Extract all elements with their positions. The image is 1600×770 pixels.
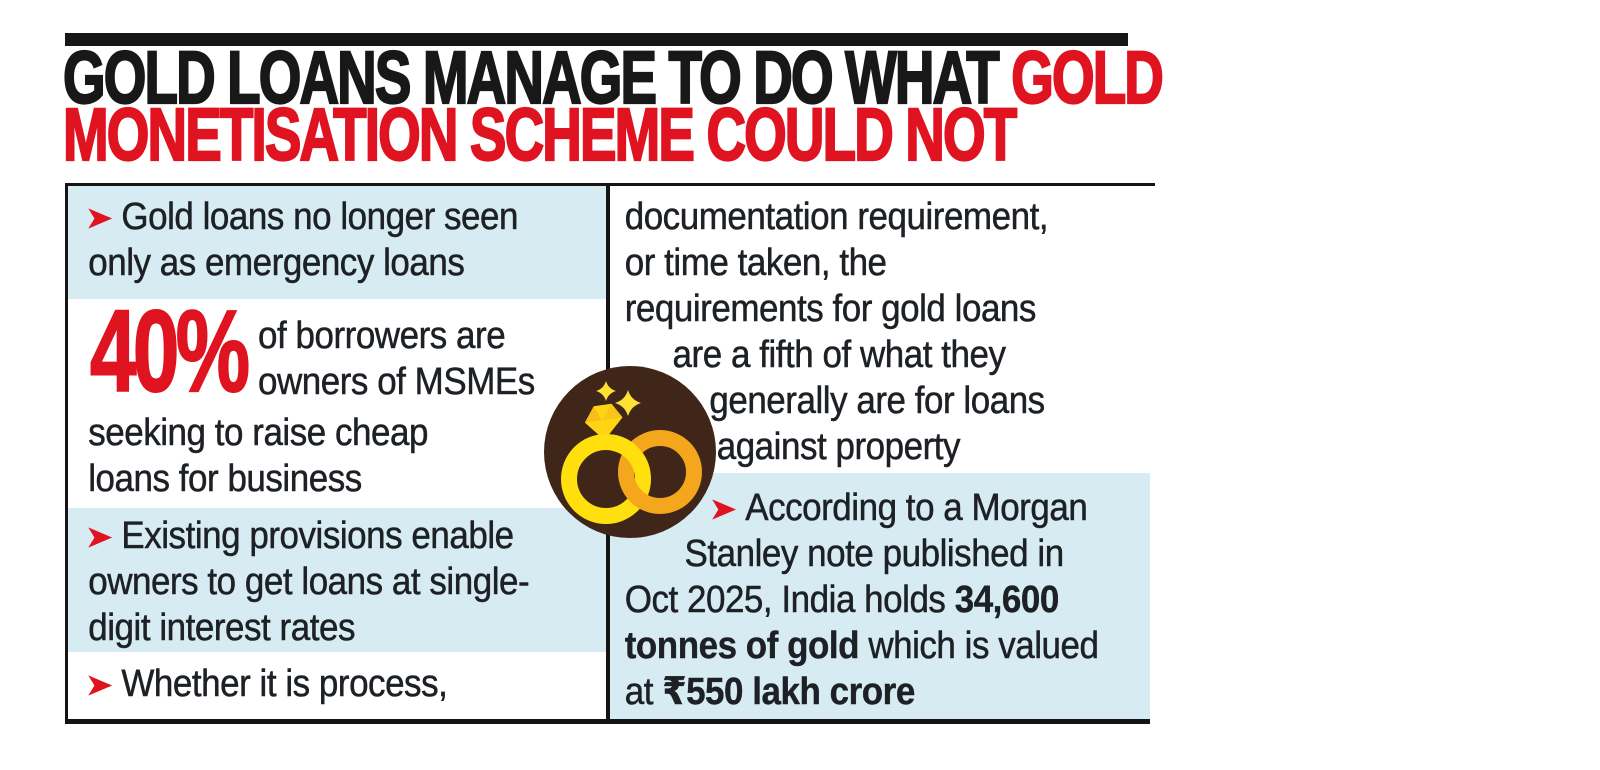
- bullet-2-line-1: Existing provisions enable: [88, 513, 563, 559]
- bullet-4-panel: According to a Morgan Stanley note publi…: [610, 473, 1150, 719]
- headline-text-black: GOLD LOANS MANAGE TO DO WHAT: [62, 36, 1012, 119]
- bullet-4-line-1: According to a Morgan: [712, 485, 1107, 531]
- bullet-4-line-5: at ₹550 lakh crore: [624, 669, 1107, 715]
- bullet-arrow-icon: [88, 208, 113, 229]
- stat-below-text: seeking to raise cheap loans for busines…: [68, 405, 563, 502]
- bullet-4-line-4: tonnes of gold which is valued: [625, 623, 1107, 669]
- bullet-4-line-3: Oct 2025, India holds 34,600: [624, 577, 1107, 623]
- stat-row: 40% of borrowers are owners of MSMEs: [68, 286, 606, 416]
- stat-side-text: of borrowers are owners of MSMEs: [258, 303, 536, 405]
- stat-below-line-2: loans for business: [88, 458, 362, 501]
- box-top-border: [65, 183, 1155, 186]
- bullet-2-text: Existing provisions enable: [121, 515, 514, 558]
- continuation-line-5: generally are for loans: [709, 380, 1045, 423]
- headline-line2-text: MONETISATION SCHEME COULD NOT: [62, 93, 1018, 176]
- bullet-1-line-1: Gold loans no longer seen: [88, 194, 563, 240]
- bullet-1-text: Gold loans no longer seen: [121, 196, 519, 239]
- headline-line-2: MONETISATION SCHEME COULD NOT: [62, 96, 1162, 172]
- stat-below-line-1: seeking to raise cheap: [88, 412, 429, 455]
- bullet-3-panel: Whether it is process,: [68, 652, 606, 719]
- top-rule-bar: [65, 33, 1128, 46]
- gold-value-amount: ₹550 lakh crore: [662, 671, 915, 713]
- bullet-4-text: According to a Morgan: [745, 487, 1088, 530]
- headline-text-red: GOLD: [1010, 36, 1164, 119]
- bullet-4-line-2: Stanley note published in: [684, 533, 1064, 576]
- headline-line-1: GOLD LOANS MANAGE TO DO WHAT GOLD: [62, 39, 1164, 115]
- stat-side-line-2: owners of MSMEs: [258, 361, 536, 404]
- continuation-line-2: or time taken, the: [624, 242, 887, 285]
- bullet-2-line-2: owners to get loans at single-: [88, 561, 530, 604]
- bullet-4-line-4-normal: which is valued: [859, 625, 1099, 668]
- continuation-panel: documentation requirement, or time taken…: [610, 186, 1150, 473]
- bullet-arrow-icon: [88, 527, 113, 548]
- gold-tonnage-label: tonnes of gold: [624, 625, 860, 667]
- bullet-2-line-3: digit interest rates: [88, 607, 356, 650]
- bullet-2-panel: Existing provisions enable owners to get…: [68, 508, 606, 652]
- stat-value: 40%: [89, 286, 250, 416]
- bullet-arrow-icon: [88, 675, 113, 696]
- box-left-border: [65, 183, 68, 724]
- box-bottom-border: [65, 719, 1150, 724]
- bullet-4-line-3-normal: Oct 2025, India holds: [624, 579, 955, 622]
- gold-rings-icon: [544, 366, 716, 538]
- gold-tonnage-value: 34,600: [954, 579, 1060, 621]
- bullet-3-text: Whether it is process,: [121, 663, 448, 706]
- bullet-4-line-5-normal: at: [624, 671, 663, 714]
- continuation-line-3: requirements for gold loans: [624, 288, 1036, 331]
- bullet-1-panel: Gold loans no longer seen only as emerge…: [68, 186, 606, 299]
- continuation-line-1: documentation requirement,: [624, 196, 1049, 239]
- stat-side-line-1: of borrowers are: [258, 315, 506, 358]
- bullet-1-line-2: only as emergency loans: [88, 242, 465, 285]
- continuation-line-4: are a fifth of what they: [672, 334, 1006, 377]
- continuation-line-6: against property: [716, 426, 961, 469]
- stat-panel: 40% of borrowers are owners of MSMEs see…: [68, 286, 606, 508]
- headline: GOLD LOANS MANAGE TO DO WHAT GOLD MONETI…: [62, 39, 1548, 172]
- bullet-3-line-1: Whether it is process,: [88, 661, 563, 707]
